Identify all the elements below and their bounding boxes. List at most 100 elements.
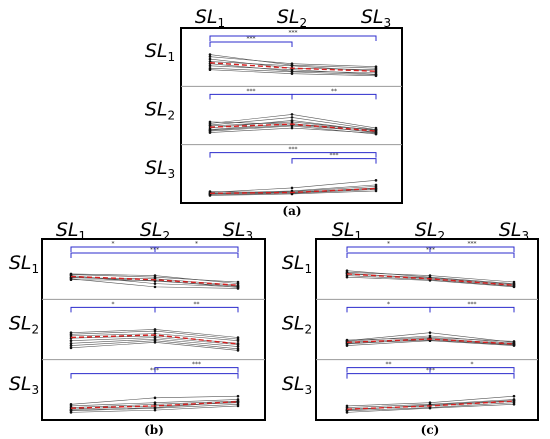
subject-point xyxy=(290,68,294,72)
subject-point xyxy=(374,130,378,134)
significance-bracket xyxy=(291,93,377,100)
subject-point xyxy=(69,408,73,412)
significance-label: ** xyxy=(194,301,200,308)
subject-point xyxy=(374,128,378,131)
row-label-1: SL1 xyxy=(282,252,312,276)
significance-bracket xyxy=(346,306,431,313)
subject-point xyxy=(290,62,294,65)
mean-line xyxy=(346,400,515,410)
row-label-2: SL2 xyxy=(282,313,312,337)
panel-frame xyxy=(315,238,539,421)
subject-point xyxy=(236,404,240,408)
subject-point xyxy=(153,341,157,344)
subject-point xyxy=(374,189,378,193)
subject-point xyxy=(236,345,240,348)
row-label-2: SL2 xyxy=(145,99,175,123)
subject-point xyxy=(236,286,240,289)
caption-c: (c) xyxy=(421,423,440,437)
row-label-1: SL1 xyxy=(9,252,39,276)
mean-line xyxy=(70,334,239,345)
significance-bracket xyxy=(70,306,156,313)
subject-point xyxy=(153,406,157,409)
subject-point xyxy=(290,186,294,190)
subject-point xyxy=(208,68,212,72)
significance-bracket xyxy=(209,41,293,47)
mean-line xyxy=(209,123,377,132)
significance-label: *** xyxy=(247,88,256,95)
subject-point xyxy=(153,285,157,289)
significance-bracket xyxy=(209,35,377,41)
significance-bracket xyxy=(154,367,239,373)
subject-point xyxy=(290,72,294,75)
subject-point xyxy=(153,282,157,285)
subject-point xyxy=(69,334,73,338)
subject-point xyxy=(428,331,432,334)
caption-a: (a) xyxy=(282,204,301,218)
significance-label: * xyxy=(471,361,474,368)
subject-point xyxy=(208,190,212,193)
subject-point xyxy=(345,411,349,414)
subject-point xyxy=(208,120,212,124)
significance-label: *** xyxy=(468,301,477,308)
significance-label: * xyxy=(387,241,390,248)
mean-line xyxy=(70,401,239,409)
significance-label: * xyxy=(195,241,198,248)
subject-point xyxy=(374,74,378,78)
significance-label: *** xyxy=(289,30,298,37)
subject-point xyxy=(208,131,212,134)
subject-point xyxy=(69,344,73,347)
subject-point xyxy=(290,126,294,130)
subject-point xyxy=(290,70,294,74)
row-label-3: SL3 xyxy=(282,373,312,397)
subject-point xyxy=(208,55,212,58)
column-label-1: SL1 xyxy=(195,6,225,30)
column-label-1: SL1 xyxy=(332,219,362,243)
subject-point xyxy=(236,394,240,398)
subject-point xyxy=(153,396,157,400)
subject-point xyxy=(236,349,240,352)
significance-bracket xyxy=(209,152,377,158)
subject-point xyxy=(290,116,294,119)
row-label-3: SL3 xyxy=(9,373,39,397)
significance-label: * xyxy=(112,301,115,308)
subject-point xyxy=(208,64,212,68)
subject-point xyxy=(69,339,73,343)
significance-bracket xyxy=(346,367,431,373)
significance-bracket xyxy=(346,246,431,252)
subject-point xyxy=(208,57,212,61)
subject-point xyxy=(428,406,432,410)
row-label-2: SL2 xyxy=(9,313,39,337)
significance-label: ** xyxy=(386,361,392,368)
significance-label: ** xyxy=(331,88,337,95)
significance-label: * xyxy=(112,241,115,248)
significance-label: *** xyxy=(192,361,201,368)
subject-point xyxy=(512,280,516,284)
significance-bracket xyxy=(291,158,377,164)
subject-point xyxy=(236,400,240,404)
subject-point xyxy=(345,344,349,347)
significance-bracket xyxy=(429,246,515,252)
subject-point xyxy=(69,278,73,282)
subject-point xyxy=(208,128,212,132)
panel-frame xyxy=(180,27,403,204)
significance-bracket xyxy=(429,306,515,313)
significance-bracket xyxy=(346,373,515,379)
row-label-1: SL1 xyxy=(145,40,175,64)
column-label-2: SL2 xyxy=(277,6,307,30)
subject-point xyxy=(290,64,294,68)
subject-point xyxy=(512,283,516,287)
column-label-3: SL3 xyxy=(499,219,529,243)
significance-label: *** xyxy=(247,36,256,43)
significance-label: *** xyxy=(468,241,477,248)
significance-bracket xyxy=(346,252,515,258)
mean-line xyxy=(209,187,377,195)
subject-point xyxy=(153,408,157,412)
subject-point xyxy=(512,340,516,343)
subject-point xyxy=(374,179,378,182)
significance-bracket xyxy=(70,373,239,379)
subject-point xyxy=(374,187,378,190)
subject-point xyxy=(69,411,73,414)
